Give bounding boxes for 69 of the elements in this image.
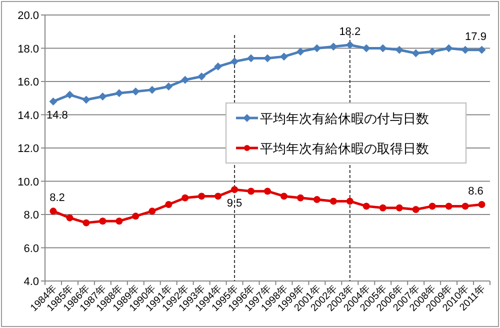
point — [280, 192, 288, 200]
point — [66, 90, 74, 99]
point — [165, 201, 172, 208]
point — [164, 82, 173, 90]
point — [312, 44, 321, 52]
point — [362, 202, 370, 210]
point — [214, 62, 222, 71]
point — [362, 44, 370, 52]
point — [461, 46, 470, 54]
point — [66, 214, 74, 222]
point — [444, 44, 453, 52]
y-tick-label: 16.0 — [18, 76, 39, 88]
y-tick-label: 12.0 — [18, 143, 39, 155]
y-tick-label: 10.0 — [18, 176, 39, 188]
point — [198, 192, 206, 200]
point — [396, 204, 403, 212]
data-label: 9.5 — [226, 198, 242, 210]
point — [115, 89, 124, 98]
y-tick-label: 8.0 — [24, 210, 39, 222]
point — [82, 96, 90, 104]
point — [379, 204, 386, 212]
point — [445, 202, 452, 210]
point — [395, 46, 404, 54]
point — [264, 54, 272, 62]
point — [50, 208, 57, 215]
point — [49, 97, 58, 106]
point — [346, 40, 354, 49]
point — [412, 206, 420, 214]
point — [116, 218, 123, 225]
point — [462, 202, 469, 210]
point — [478, 46, 486, 54]
data-label: 18.2 — [339, 26, 361, 38]
point — [478, 201, 486, 208]
point — [148, 86, 156, 94]
point — [132, 87, 140, 96]
point — [329, 42, 338, 51]
y-tick-label: 18.0 — [18, 43, 39, 56]
data-label: 8.6 — [468, 186, 484, 198]
point — [330, 198, 337, 205]
point — [264, 188, 271, 195]
legend-label: 平均年次有給休暇の取得日数 — [260, 141, 429, 156]
point — [346, 198, 354, 205]
point — [248, 188, 255, 195]
point — [182, 194, 189, 202]
y-tick-label: 20.0 — [18, 10, 39, 22]
data-label: 14.8 — [46, 109, 68, 122]
point — [428, 202, 436, 210]
point — [230, 58, 239, 66]
point — [428, 48, 436, 56]
point — [296, 48, 304, 56]
point — [214, 192, 222, 200]
point — [313, 196, 320, 204]
y-tick-label: 14.0 — [18, 110, 39, 122]
y-tick-label: 4.0 — [24, 276, 39, 288]
point — [296, 194, 304, 202]
point — [231, 186, 238, 194]
data-label: 8.2 — [50, 192, 65, 204]
point — [99, 218, 106, 225]
point — [280, 52, 288, 61]
point — [412, 49, 420, 58]
legend-label: 平均年次有給休暇の付与日数 — [260, 111, 429, 126]
point — [148, 208, 156, 215]
point — [198, 72, 206, 81]
point — [82, 219, 90, 226]
data-label: 17.9 — [465, 30, 486, 43]
point — [98, 92, 107, 100]
point — [181, 76, 190, 84]
point — [132, 212, 140, 220]
y-tick-label: 6.0 — [24, 242, 39, 255]
